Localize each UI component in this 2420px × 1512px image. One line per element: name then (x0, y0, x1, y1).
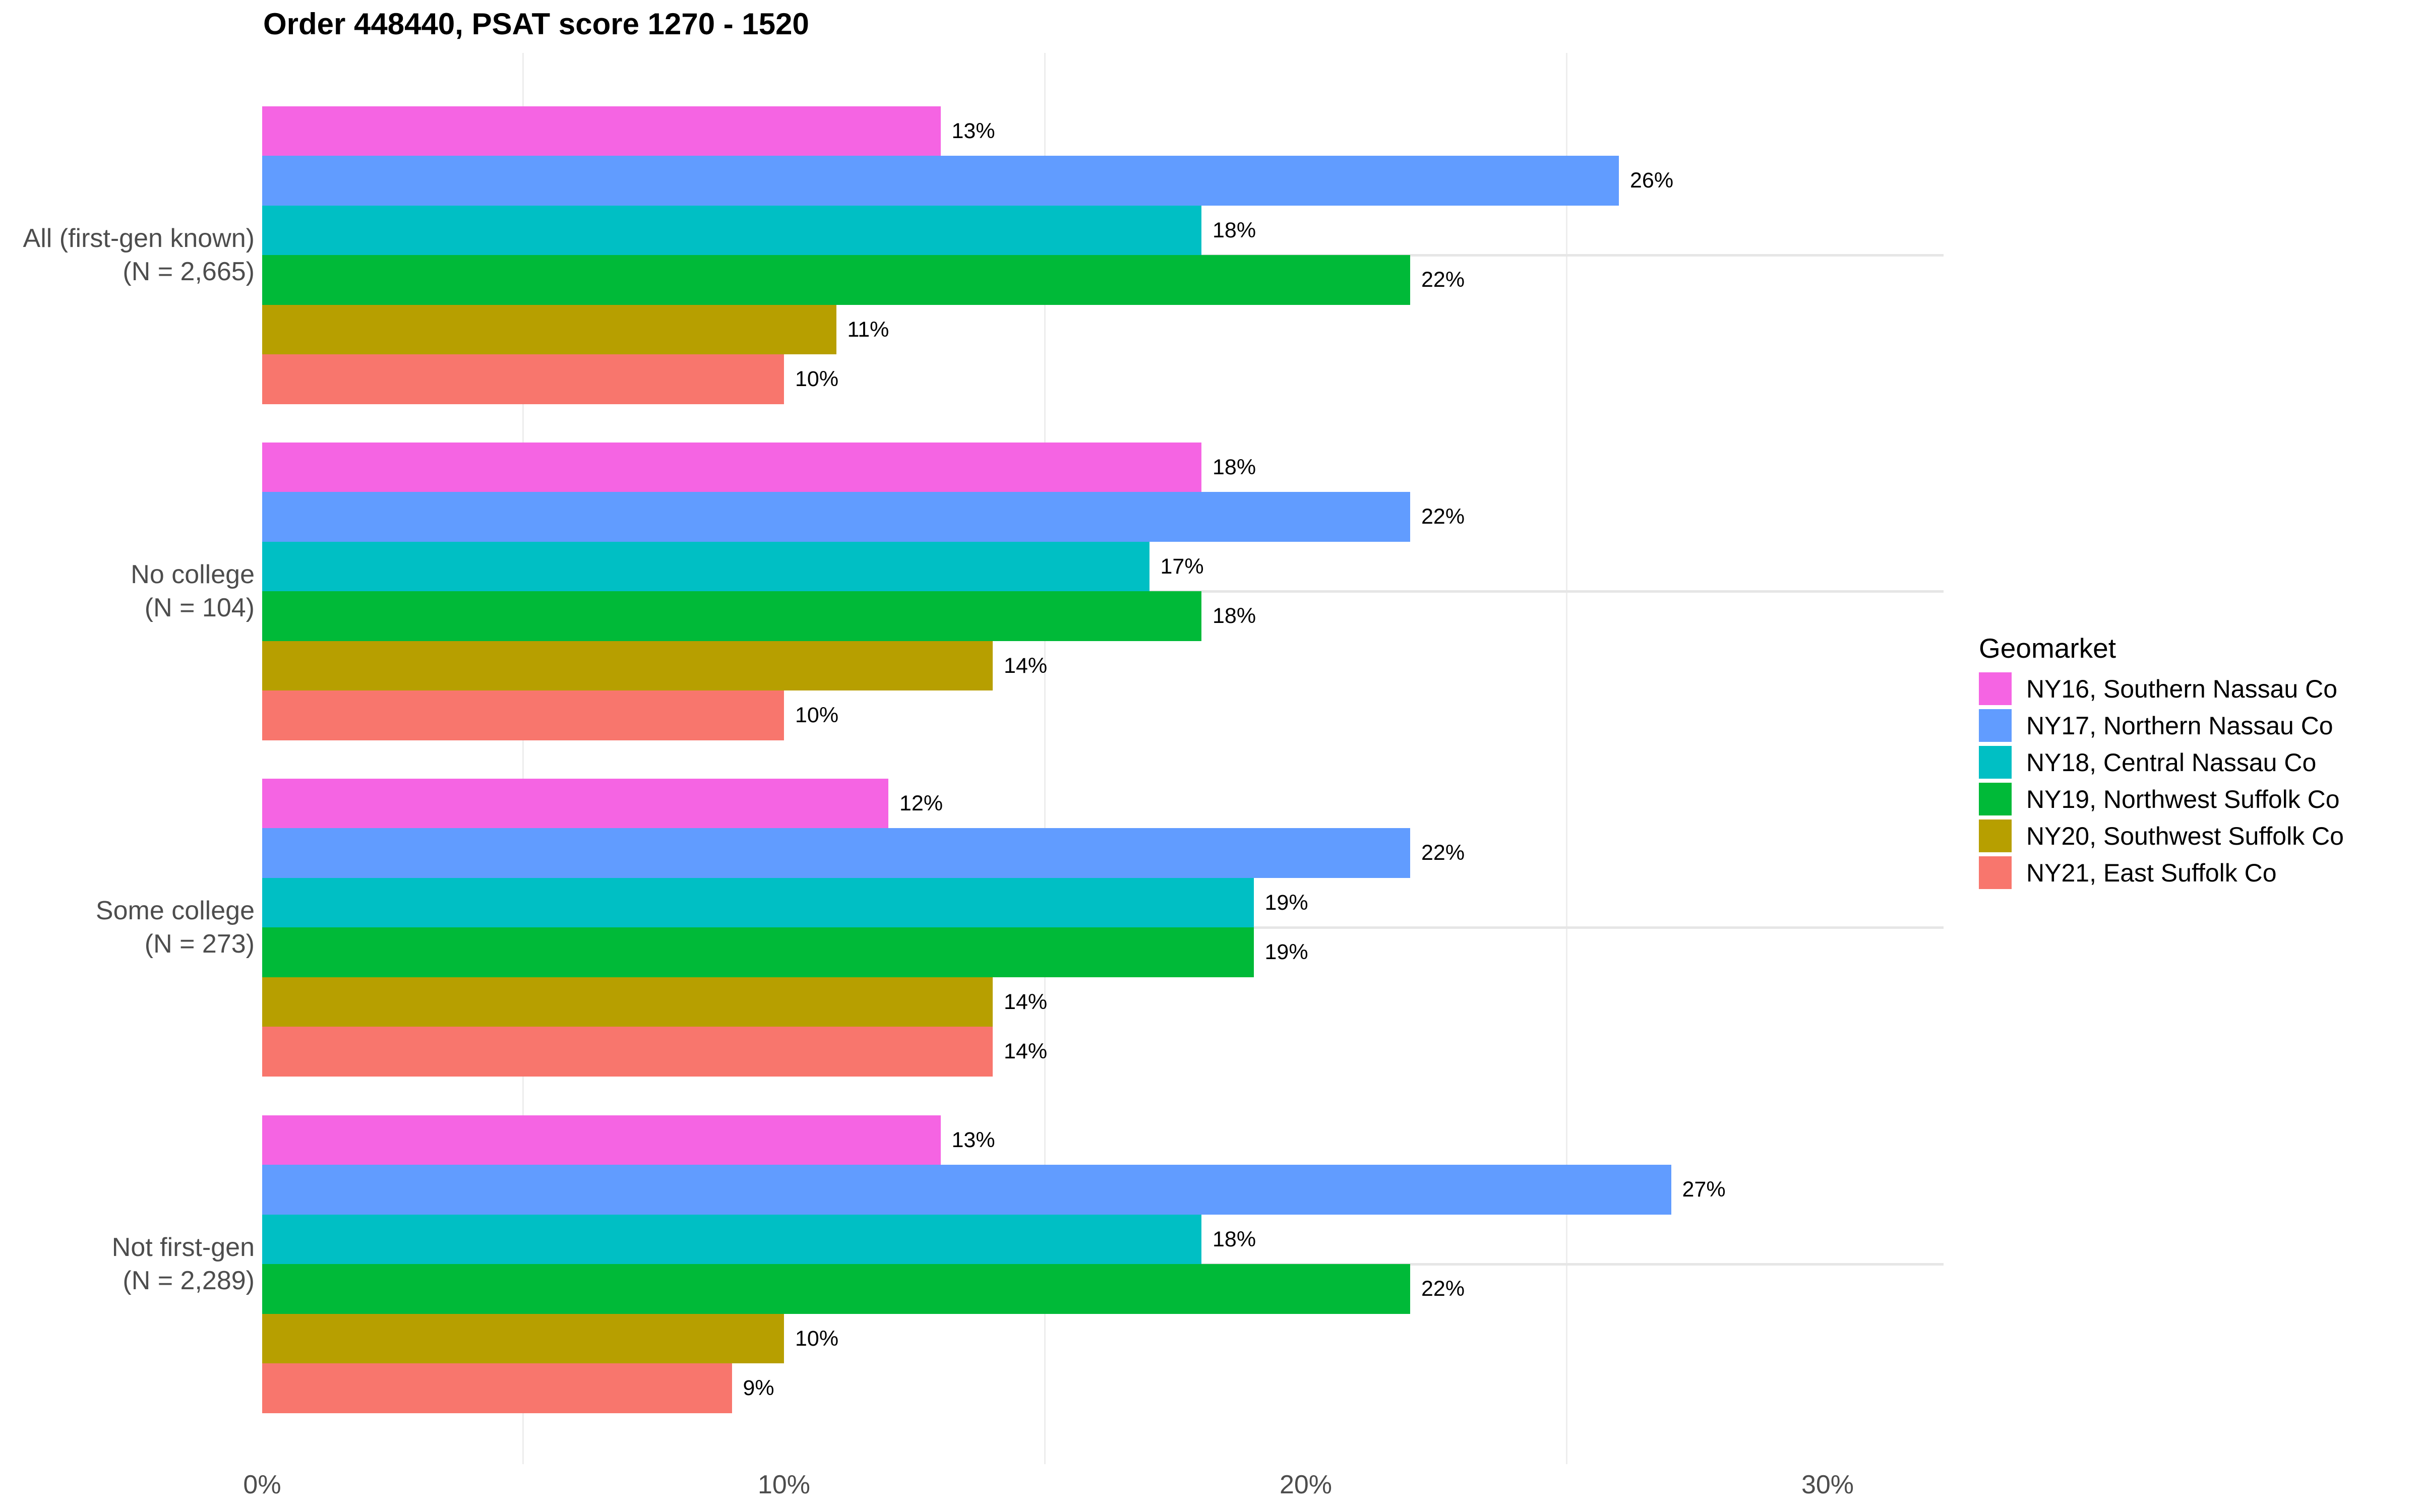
bar-value-label: 10% (795, 703, 839, 727)
gridline-vertical-minor (1566, 53, 1567, 1464)
x-axis-tick-label: 10% (757, 1470, 811, 1499)
bar-value-label: 14% (1004, 653, 1048, 678)
bar-value-label: 13% (951, 118, 995, 143)
category-n-line: (N = 2,665) (123, 257, 255, 286)
legend-item-label: NY20, Southwest Suffolk Co (2026, 822, 2344, 850)
bar (262, 1214, 1201, 1264)
category-name-line: Some college (95, 896, 255, 925)
bar-value-label: 26% (1630, 168, 1674, 193)
bar (262, 156, 1619, 206)
legend-item: NY18, Central Nassau Co (1979, 744, 2417, 781)
y-axis-category-label: Not first-gen (N = 2,289) (13, 1231, 255, 1297)
legend-item: NY19, Northwest Suffolk Co (1979, 781, 2417, 817)
y-axis-category-label: Some college (N = 273) (13, 894, 255, 961)
bar (262, 255, 1410, 305)
bar-value-label: 19% (1264, 890, 1308, 915)
legend-color-swatch (1979, 746, 2012, 779)
bar (262, 927, 1254, 977)
bar (262, 778, 888, 828)
bar-value-label: 22% (1421, 841, 1465, 865)
legend-color-swatch (1979, 709, 2012, 742)
bar (262, 641, 993, 690)
bar-value-label: 18% (1213, 218, 1256, 242)
x-axis-tick-label: 0% (243, 1470, 281, 1499)
bar-value-label: 22% (1421, 1277, 1465, 1301)
legend-item: NY21, East Suffolk Co (1979, 854, 2417, 891)
bar-value-label: 13% (951, 1127, 995, 1152)
bar (262, 1264, 1410, 1314)
legend-color-swatch (1979, 783, 2012, 815)
legend-item-label: NY16, Southern Nassau Co (2026, 674, 2338, 703)
bar (262, 1363, 732, 1413)
bar-value-label: 18% (1213, 1227, 1256, 1251)
category-name-line: Not first-gen (111, 1233, 255, 1262)
gridline-vertical-minor (522, 53, 524, 1464)
bar (262, 977, 993, 1027)
bar (262, 354, 784, 404)
bar-value-label: 17% (1160, 554, 1204, 579)
legend-item-label: NY17, Northern Nassau Co (2026, 711, 2333, 740)
bar-value-label: 19% (1264, 940, 1308, 964)
bar-value-label: 27% (1682, 1177, 1726, 1202)
bar (262, 690, 784, 740)
bar (262, 304, 836, 354)
legend-color-swatch (1979, 672, 2012, 705)
legend-item: NY17, Northern Nassau Co (1979, 707, 2417, 744)
bar (262, 492, 1410, 542)
bar (262, 1313, 784, 1363)
bar-value-label: 9% (743, 1376, 774, 1400)
y-axis-category-label: No college (N = 104) (13, 558, 255, 624)
chart-title: Order 448440, PSAT score 1270 - 1520 (263, 7, 809, 41)
bar (262, 541, 1150, 591)
bar-value-label: 14% (1004, 989, 1048, 1014)
y-axis-category-label: All (first-gen known) (N = 2,665) (13, 222, 255, 288)
bar-value-label: 10% (795, 367, 839, 391)
x-axis-tick-label: 20% (1279, 1470, 1333, 1499)
legend: Geomarket NY16, Southern Nassau Co NY17, … (1979, 630, 2417, 891)
legend-title: Geomarket (1979, 633, 2116, 664)
category-name-line: All (first-gen known) (23, 224, 255, 253)
bar (262, 106, 941, 156)
bar-value-label: 11% (847, 317, 889, 342)
bar-value-label: 12% (899, 791, 943, 815)
legend-item-label: NY21, East Suffolk Co (2026, 858, 2277, 887)
bar-value-label: 18% (1213, 604, 1256, 628)
x-axis-tick-label: 30% (1801, 1470, 1854, 1499)
category-n-line: (N = 273) (144, 929, 255, 959)
gridline-vertical-minor (1044, 53, 1046, 1464)
bar-value-label: 10% (795, 1326, 839, 1351)
bar (262, 205, 1201, 255)
bar (262, 877, 1254, 927)
legend-item: NY16, Southern Nassau Co (1979, 670, 2417, 707)
legend-color-swatch (1979, 856, 2012, 889)
legend-item-label: NY18, Central Nassau Co (2026, 748, 2317, 777)
bar (262, 1115, 941, 1165)
bar (262, 591, 1201, 641)
bar-value-label: 18% (1213, 455, 1256, 479)
category-n-line: (N = 2,289) (123, 1266, 255, 1295)
bar (262, 1165, 1671, 1215)
bar (262, 442, 1201, 492)
legend-item: NY20, Southwest Suffolk Co (1979, 817, 2417, 854)
legend-item-label: NY19, Northwest Suffolk Co (2026, 785, 2340, 813)
legend-color-swatch (1979, 820, 2012, 852)
bar (262, 828, 1410, 878)
bar-value-label: 14% (1004, 1039, 1048, 1063)
category-name-line: No college (131, 560, 255, 589)
bar-value-label: 22% (1421, 268, 1465, 292)
legend-items: NY16, Southern Nassau Co NY17, Northern N… (1979, 670, 2417, 891)
bar-value-label: 22% (1421, 505, 1465, 529)
bar (262, 1027, 993, 1077)
category-n-line: (N = 104) (144, 593, 255, 622)
